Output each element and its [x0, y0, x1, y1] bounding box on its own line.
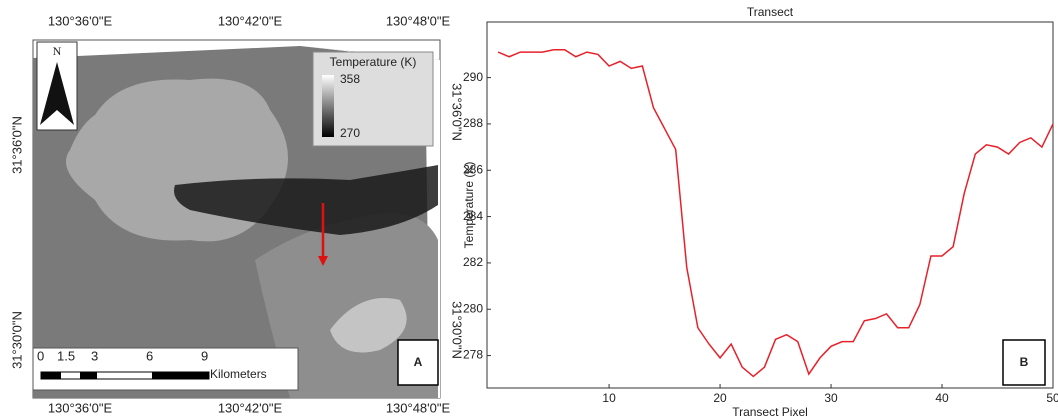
x-tick-label: 50: [1046, 391, 1058, 405]
scale-unit: Kilometers: [210, 367, 267, 381]
x-tick-label: 30: [824, 391, 838, 405]
y-tick-label: 288: [463, 116, 483, 130]
scale-label: 3: [91, 348, 98, 363]
north-arrow: [40, 62, 74, 125]
panel-label-box: [397, 339, 439, 386]
lon-label: 130°42'0"E: [218, 400, 283, 415]
lat-label: 31°36'0"N: [450, 83, 465, 141]
scale-label: 1.5: [57, 348, 75, 363]
panel-label-box: [1002, 339, 1046, 386]
panel-label: A: [414, 355, 423, 369]
map-panel: N Temperature (K) 358 270 0 1.5 3 6 9 Ki…: [9, 13, 464, 415]
lon-label: 130°42'0"E: [218, 13, 283, 28]
lon-label: 130°48'0"E: [386, 400, 451, 415]
scale-bar: [40, 371, 210, 380]
x-tick-label: 40: [935, 391, 949, 405]
north-label: N: [53, 44, 62, 58]
scale-label: 0: [37, 348, 44, 363]
y-tick-label: 290: [463, 70, 483, 84]
lat-label: 31°30'0"N: [9, 311, 24, 369]
scale-label: 9: [201, 348, 208, 363]
legend-colorbar: [322, 75, 334, 137]
line-chart: Transect Transect Pixel Temperature (K) …: [462, 5, 1058, 419]
chart-title: Transect: [747, 5, 794, 19]
panel-label: B: [1020, 355, 1029, 369]
legend-title: Temperature (K): [330, 55, 417, 69]
y-tick-label: 278: [463, 348, 483, 362]
lon-label: 130°48'0"E: [386, 13, 451, 28]
x-tick-label: 20: [713, 391, 727, 405]
y-tick-label: 282: [463, 255, 483, 269]
lon-label: 130°36'0"E: [48, 400, 113, 415]
y-tick-label: 286: [463, 162, 483, 176]
y-axis-label: Temperature (K): [462, 162, 476, 249]
scale-label: 6: [146, 348, 153, 363]
y-tick-label: 280: [463, 301, 483, 315]
legend-min: 270: [340, 126, 360, 140]
y-tick-label: 284: [463, 209, 483, 223]
lat-label: 31°30'0"N: [450, 301, 465, 359]
lon-label: 130°36'0"E: [48, 13, 113, 28]
plot-frame: [486, 21, 1054, 389]
x-axis-label: Transect Pixel: [732, 405, 808, 419]
legend-max: 358: [340, 72, 360, 86]
lat-label: 31°36'0"N: [9, 116, 24, 174]
data-line: [497, 49, 1054, 378]
scale-box: [32, 347, 299, 391]
x-tick-label: 10: [602, 391, 616, 405]
